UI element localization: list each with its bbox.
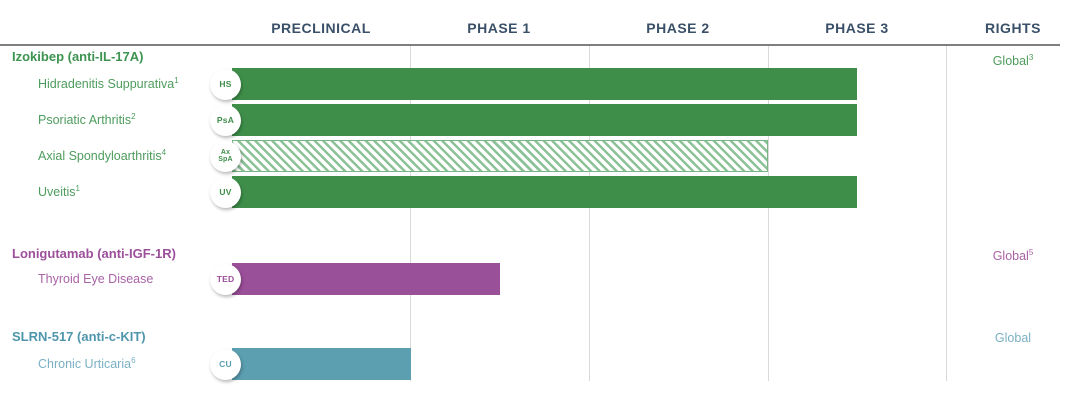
column-header-phase-3: PHASE 3	[825, 20, 889, 36]
phase-gridline	[589, 46, 590, 381]
indication-badge-psa: PsA	[210, 104, 241, 136]
indication-badge-uv: UV	[210, 176, 241, 208]
phase-gridline	[410, 46, 411, 381]
column-header-phase-1: PHASE 1	[467, 20, 531, 36]
column-header-rights: RIGHTS	[985, 20, 1041, 36]
rights-label-slrn-517-anti-c-kit: Global	[994, 331, 1032, 345]
indication-badge-cu: CU	[210, 348, 241, 380]
column-header-phase-2: PHASE 2	[646, 20, 710, 36]
pipeline-bar-hidradenitis-suppurativa	[232, 68, 857, 100]
rights-label-lonigutamab-anti-igf-1r: Global5	[992, 247, 1034, 263]
indication-badge-ax-spa: Ax SpA	[210, 140, 241, 172]
pipeline-bar-axial-spondyloarthritis	[232, 140, 768, 172]
indication-label-psoriatic-arthritis: Psoriatic Arthritis2	[38, 111, 136, 127]
indication-label-uveitis: Uveitis1	[38, 183, 80, 199]
indication-label-axial-spondyloarthritis: Axial Spondyloarthritis4	[38, 147, 167, 163]
rights-label-izokibep-anti-il-17a: Global3	[992, 52, 1034, 68]
indication-label-thyroid-eye-disease: Thyroid Eye Disease	[38, 272, 154, 286]
phase-gridline	[946, 46, 947, 381]
phase-gridline	[768, 46, 769, 381]
program-name-izokibep-anti-il-17a: Izokibep (anti-IL-17A)	[12, 49, 144, 64]
indication-label-chronic-urticaria: Chronic Urticaria6	[38, 355, 136, 371]
header-divider-line	[0, 44, 1060, 46]
indication-badge-hs: HS	[210, 68, 241, 100]
pipeline-bar-chronic-urticaria	[232, 348, 411, 380]
column-header-preclinical: PRECLINICAL	[271, 20, 371, 36]
program-name-slrn-517-anti-c-kit: SLRN-517 (anti-c-KIT)	[12, 329, 146, 344]
pipeline-bar-thyroid-eye-disease	[232, 263, 500, 295]
indication-badge-ted: TED	[210, 263, 241, 295]
pipeline-bar-uveitis	[232, 176, 857, 208]
program-name-lonigutamab-anti-igf-1r: Lonigutamab (anti-IGF-1R)	[12, 246, 176, 261]
pipeline-bar-psoriatic-arthritis	[232, 104, 857, 136]
indication-label-hidradenitis-suppurativa: Hidradenitis Suppurativa1	[38, 75, 179, 91]
